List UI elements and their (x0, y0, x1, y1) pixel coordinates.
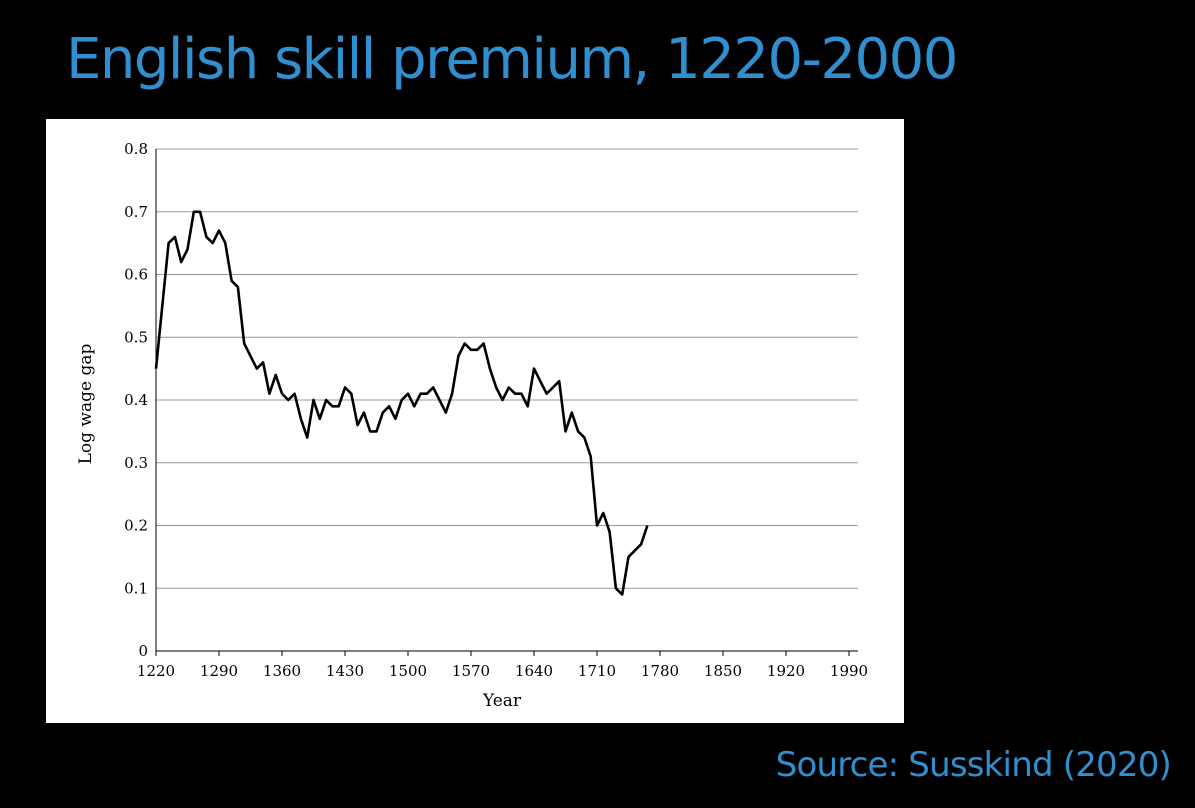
y-tick-label: 0.2 (124, 517, 148, 535)
axes: 0 0.1 0.2 0.3 0.4 0.5 0.6 0.7 0.8 1220 1290 1360 143… (124, 140, 868, 680)
chart-panel: 0 0.1 0.2 0.3 0.4 0.5 0.6 0.7 0.8 1220 1290 1360 143… (46, 119, 904, 723)
x-tick-label: 1430 (326, 662, 364, 680)
source-citation: Source: Susskind (2020) (775, 745, 1172, 785)
grid-lines (156, 148, 858, 589)
x-tick-label: 1990 (830, 662, 868, 680)
x-tick-label: 1780 (641, 662, 679, 680)
x-tick-label: 1220 (137, 662, 175, 680)
y-tick-label: 0.6 (124, 266, 148, 284)
x-tick-label: 1570 (452, 662, 490, 680)
x-tick-label: 1360 (263, 662, 301, 680)
x-tick-label: 1710 (578, 662, 616, 680)
x-axis-label: Year (482, 691, 522, 711)
y-tick-label: 0.8 (124, 140, 148, 158)
y-tick-label: 0.4 (124, 391, 148, 409)
log-wage-gap-chart: 0 0.1 0.2 0.3 0.4 0.5 0.6 0.7 0.8 1220 1290 1360 143… (76, 140, 868, 711)
x-tick-label: 1850 (704, 662, 742, 680)
series-line (154, 210, 649, 596)
x-tick-label: 1920 (767, 662, 805, 680)
series-layer (154, 210, 649, 596)
y-tick-label: 0 (138, 642, 148, 660)
y-tick-label: 0.3 (124, 454, 148, 472)
y-axis-label: Log wage gap (76, 344, 96, 465)
slide-title: English skill premium, 1220-2000 (66, 27, 958, 92)
x-tick-label: 1500 (389, 662, 427, 680)
x-tick-label: 1640 (515, 662, 553, 680)
y-tick-label: 0.7 (124, 203, 148, 221)
y-tick-label: 0.5 (124, 328, 148, 346)
y-tick-label: 0.1 (124, 579, 148, 597)
x-tick-label: 1290 (200, 662, 238, 680)
